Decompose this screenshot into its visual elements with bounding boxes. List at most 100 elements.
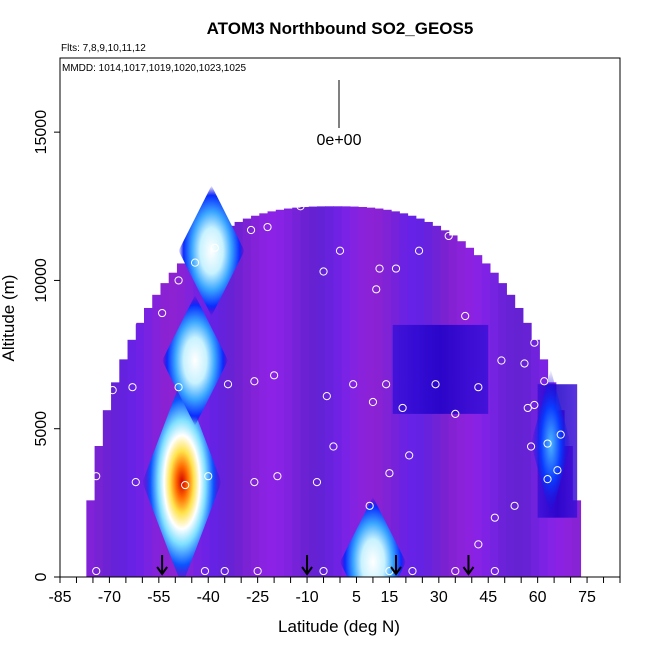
observation-point	[220, 566, 229, 576]
field-strip	[259, 213, 269, 577]
observation-point	[405, 451, 414, 460]
observation-point	[451, 566, 460, 576]
field-strip	[226, 225, 236, 577]
observation-point	[263, 222, 272, 232]
field-strip	[366, 207, 376, 577]
x-tick-label: 75	[578, 589, 596, 606]
field-strip	[242, 218, 252, 577]
observation-point	[540, 377, 549, 386]
observation-point	[523, 403, 532, 413]
hotspot	[142, 378, 222, 577]
observation-point	[431, 380, 440, 389]
observation-point	[576, 377, 585, 386]
y-tick-label: 15000	[33, 110, 50, 155]
dates-subtitle: MMDD: 1014,1017,1019,1020,1023,1025	[62, 63, 246, 74]
observation-point	[526, 442, 536, 451]
observation-point	[543, 439, 552, 448]
field-strip	[308, 206, 318, 577]
observation-point	[273, 472, 282, 481]
field-strip	[111, 382, 120, 577]
observation-point	[586, 483, 595, 493]
y-tick-label: 0	[33, 572, 50, 581]
field-strip	[300, 206, 310, 577]
observation-point	[158, 308, 167, 318]
observation-point	[335, 246, 345, 255]
x-tick-label: -70	[98, 589, 121, 606]
observation-point	[92, 472, 101, 481]
observation-point	[474, 540, 483, 549]
observation-point	[322, 391, 331, 401]
x-tick-label: 15	[381, 589, 399, 606]
observation-point	[270, 371, 279, 380]
field-strip	[94, 446, 104, 577]
arrow-marker	[156, 555, 168, 576]
field-strip	[209, 235, 219, 577]
y-tick-label: 5000	[33, 411, 50, 447]
chart-title: ATOM3 Northbound SO2_GEOS5	[207, 19, 474, 38]
observation-point	[92, 566, 101, 576]
observation-point	[190, 258, 200, 267]
x-tick-label: -10	[295, 589, 318, 606]
x-tick-label: 45	[479, 589, 497, 606]
field-strip	[506, 294, 516, 577]
observation-point	[69, 412, 78, 421]
observation-point	[543, 475, 552, 484]
low-patch	[392, 324, 489, 414]
observation-point	[530, 338, 539, 347]
observation-point	[174, 276, 183, 285]
heatmap-field	[69, 185, 595, 577]
observation-point	[553, 371, 562, 380]
x-tick-label: -25	[246, 589, 269, 606]
observation-point	[128, 317, 137, 327]
observation-point	[329, 442, 338, 451]
field-strip	[473, 255, 483, 577]
observation-point	[451, 409, 460, 418]
flights-subtitle: Flts: 7,8,9,10,11,12	[61, 43, 146, 54]
observation-point	[200, 566, 210, 576]
observation-point	[382, 380, 391, 389]
field-strip	[481, 263, 491, 577]
field-strip	[498, 283, 507, 577]
field-strip	[358, 206, 367, 577]
x-axis-label: Latitude (deg N)	[278, 617, 400, 636]
observation-point	[349, 380, 358, 389]
field-strip	[144, 307, 153, 577]
observation-point	[444, 231, 453, 241]
observation-point	[461, 311, 470, 321]
arrow-marker	[390, 555, 402, 576]
observation-point	[553, 466, 562, 475]
observation-point	[204, 472, 213, 481]
observation-point	[474, 383, 483, 392]
observation-point	[246, 225, 256, 235]
x-tick-label: 5	[352, 589, 361, 606]
observation-point	[128, 383, 137, 392]
observation-point	[365, 501, 374, 510]
field-strip	[218, 230, 227, 577]
x-tick-label: 30	[430, 589, 448, 606]
field-strip	[325, 206, 335, 577]
x-tick-label: -55	[147, 589, 170, 606]
field-strip	[119, 359, 129, 577]
observation-point	[556, 430, 565, 439]
field-strip	[152, 294, 162, 577]
observation-point	[312, 477, 322, 487]
observation-point	[490, 566, 499, 576]
scale-label: 0e+00	[317, 132, 362, 149]
observation-point	[556, 320, 565, 330]
field-strip	[382, 209, 392, 577]
observation-point	[520, 359, 529, 368]
observation-point	[98, 291, 107, 300]
arrow-marker	[301, 555, 313, 576]
field-strip	[86, 500, 96, 577]
observation-point	[398, 403, 407, 413]
observation-point	[530, 400, 539, 410]
field-strip	[522, 322, 532, 577]
observation-point	[296, 202, 305, 211]
arrow-marker	[462, 555, 475, 576]
field-strip	[234, 221, 244, 577]
observation-point	[181, 480, 190, 490]
field-strip	[489, 272, 499, 577]
field-strip	[316, 206, 326, 577]
field-strip	[374, 208, 384, 577]
